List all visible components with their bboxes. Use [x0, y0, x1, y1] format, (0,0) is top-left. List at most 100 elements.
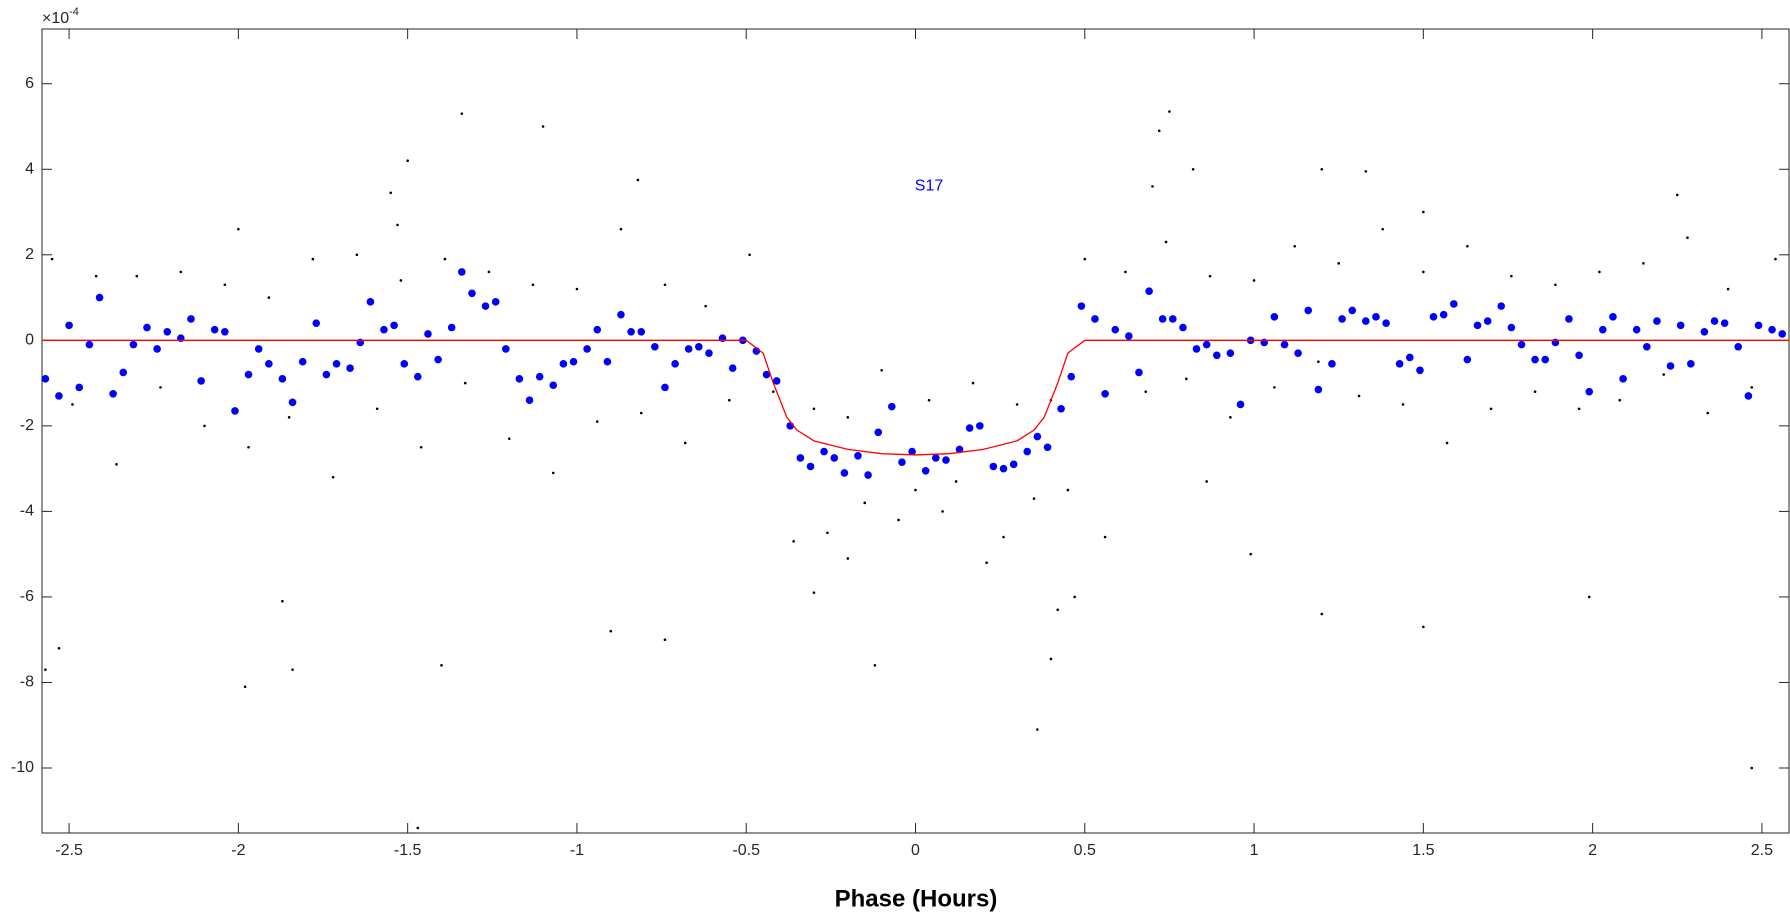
raw-point — [331, 475, 335, 479]
raw-point — [1066, 488, 1070, 492]
binned-point — [1778, 330, 1787, 338]
binned-point — [390, 321, 398, 330]
binned-point — [976, 422, 984, 430]
raw-point — [1587, 595, 1591, 599]
binned-point — [187, 315, 195, 323]
raw-point — [1554, 283, 1557, 287]
binned-point — [1270, 313, 1279, 321]
binned-point — [434, 355, 442, 364]
binned-point — [1361, 317, 1370, 325]
binned-point — [468, 289, 476, 298]
raw-point — [1489, 407, 1493, 411]
binned-point — [85, 340, 94, 349]
raw-point — [50, 257, 54, 261]
raw-point — [115, 463, 118, 466]
raw-point — [1381, 227, 1385, 231]
binned-point — [525, 396, 534, 405]
raw-point — [1205, 480, 1208, 483]
binned-point — [65, 321, 73, 330]
binned-point — [1158, 315, 1167, 323]
binned-point — [1304, 306, 1313, 315]
model-line — [42, 339, 1789, 456]
binned-point — [1226, 349, 1235, 357]
binned-point — [1202, 340, 1211, 349]
y-multiplier: ×10-4 — [42, 6, 79, 27]
raw-point — [291, 668, 294, 671]
binned-point — [1450, 300, 1458, 308]
binned-point — [1720, 319, 1729, 328]
binned-point — [1111, 325, 1120, 334]
raw-point — [419, 445, 423, 449]
raw-point — [311, 257, 315, 261]
raw-point — [1103, 535, 1107, 539]
raw-point — [1208, 274, 1212, 278]
binned-point — [637, 327, 646, 336]
raw-point — [1726, 287, 1730, 291]
binned-point — [143, 323, 151, 332]
raw-point — [846, 416, 850, 419]
x-axis-label: Phase (Hours) — [835, 885, 998, 912]
raw-point — [267, 296, 271, 299]
raw-point — [1168, 110, 1171, 113]
binned-point — [1124, 332, 1133, 340]
binned-point — [1676, 321, 1685, 330]
raw-point — [1445, 441, 1449, 445]
raw-point — [1032, 497, 1036, 500]
binned-point — [129, 340, 138, 349]
raw-point — [1686, 236, 1689, 239]
binned-point — [854, 452, 862, 460]
binned-point — [1213, 351, 1221, 360]
raw-point — [551, 471, 555, 475]
raw-point — [57, 646, 61, 650]
binned-point — [908, 447, 916, 456]
binned-point — [55, 392, 63, 400]
binned-point — [1077, 302, 1086, 310]
binned-point — [1439, 310, 1448, 319]
binned-point — [888, 402, 896, 411]
binned-point — [1043, 443, 1052, 452]
binned-point — [942, 456, 950, 464]
raw-point — [1357, 394, 1361, 398]
binned-point — [1416, 366, 1424, 375]
raw-point — [1401, 403, 1405, 406]
binned-point — [1700, 327, 1709, 336]
binned-point — [1067, 372, 1076, 381]
binned-point — [651, 342, 659, 351]
binned-point — [1280, 340, 1289, 349]
binned-point — [1179, 323, 1187, 332]
raw-point — [1036, 728, 1039, 731]
raw-point — [281, 599, 284, 603]
binned-point — [1101, 389, 1109, 398]
raw-point — [1510, 274, 1513, 278]
raw-point — [1164, 240, 1168, 244]
binned-point — [1643, 342, 1651, 351]
raw-point — [355, 253, 359, 257]
raw-point — [663, 283, 667, 287]
binned-point — [288, 398, 297, 407]
raw-point — [609, 629, 613, 633]
raw-point — [1774, 257, 1777, 261]
binned-point — [1236, 400, 1245, 409]
raw-point — [826, 531, 829, 535]
binned-point — [1575, 351, 1583, 360]
binned-point — [1632, 325, 1641, 334]
raw-point — [812, 407, 816, 411]
raw-point — [1706, 411, 1710, 415]
binned-point — [414, 372, 422, 381]
binned-point — [1328, 360, 1336, 368]
binned-point — [1565, 315, 1573, 323]
raw-point — [237, 227, 240, 231]
binned-point — [312, 319, 321, 328]
x-tick-label: -2 — [231, 842, 245, 859]
raw-point — [460, 112, 464, 115]
raw-point — [203, 424, 206, 428]
binned-point — [549, 381, 558, 390]
binned-point — [1687, 360, 1695, 368]
raw-point — [1422, 625, 1425, 629]
x-tick-label: 2 — [1588, 842, 1597, 859]
binned-point — [197, 377, 205, 385]
binned-point — [932, 454, 940, 462]
binned-point — [1091, 315, 1099, 323]
raw-point — [639, 411, 643, 415]
binned-point — [671, 360, 679, 368]
